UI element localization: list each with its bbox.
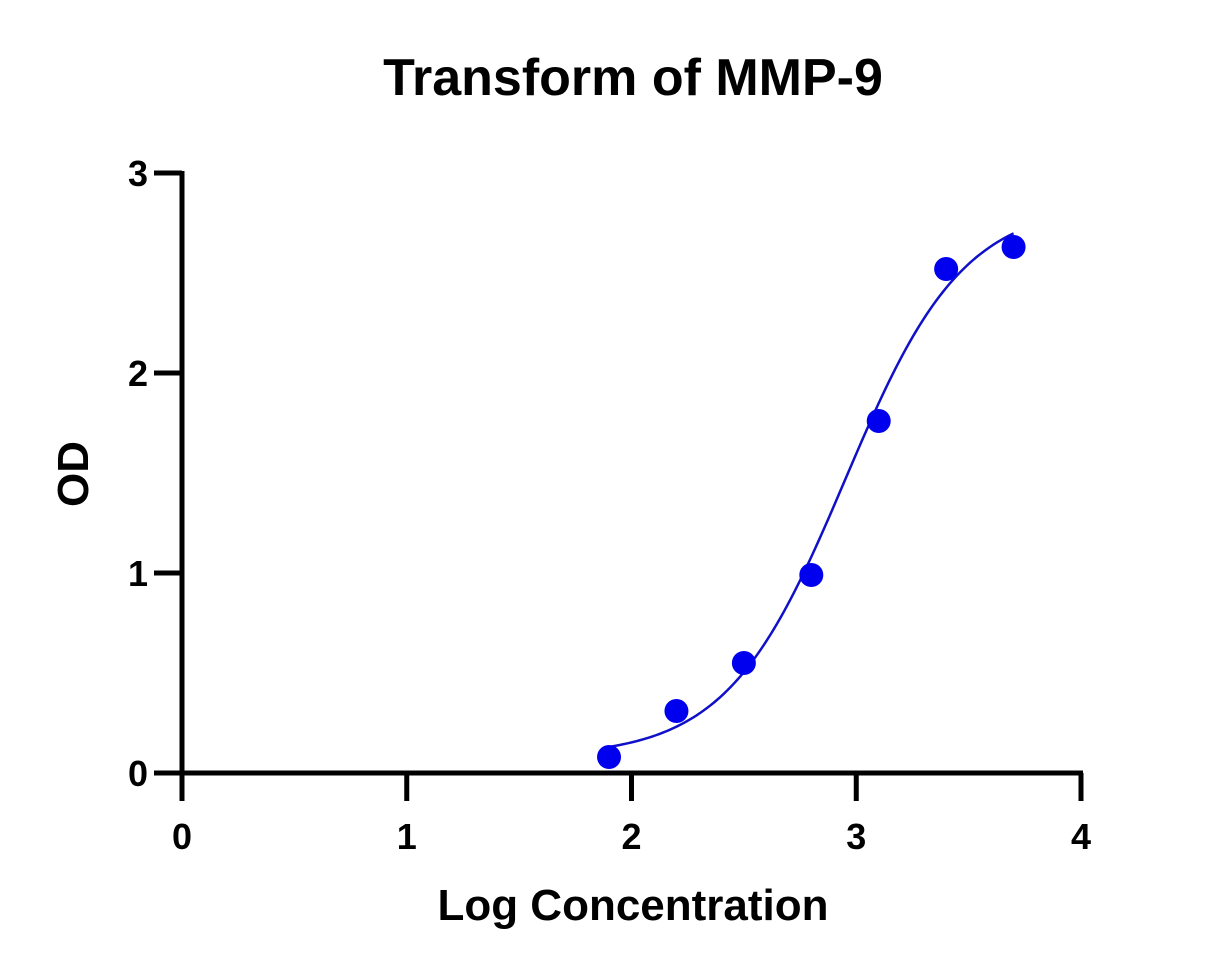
x-tick-label: 1 xyxy=(397,816,417,857)
data-point xyxy=(866,409,891,433)
y-tick-label: 1 xyxy=(128,553,148,594)
x-axis: 0 1 2 3 4 xyxy=(172,770,1091,857)
y-tick-label: 3 xyxy=(128,153,148,194)
data-points-layer xyxy=(597,235,1026,769)
data-point xyxy=(731,651,756,675)
y-tick-label: 0 xyxy=(128,753,148,794)
data-point xyxy=(799,563,824,587)
x-tick-label: 4 xyxy=(1071,816,1091,857)
x-tick-label: 0 xyxy=(172,816,192,857)
data-point xyxy=(597,745,622,769)
fit-curve-layer xyxy=(608,232,1015,749)
y-axis-label: OD xyxy=(49,441,98,507)
fit-curve xyxy=(608,232,1015,749)
y-axis: 0 1 2 3 xyxy=(128,153,185,794)
y-tick-label: 2 xyxy=(128,353,148,394)
data-point xyxy=(1001,235,1026,259)
x-tick-label: 2 xyxy=(621,816,641,857)
x-tick-label: 3 xyxy=(846,816,866,857)
x-axis-label: Log Concentration xyxy=(437,881,828,930)
data-point xyxy=(934,257,959,281)
chart-title: Transform of MMP-9 xyxy=(383,49,883,107)
data-point xyxy=(664,699,689,723)
